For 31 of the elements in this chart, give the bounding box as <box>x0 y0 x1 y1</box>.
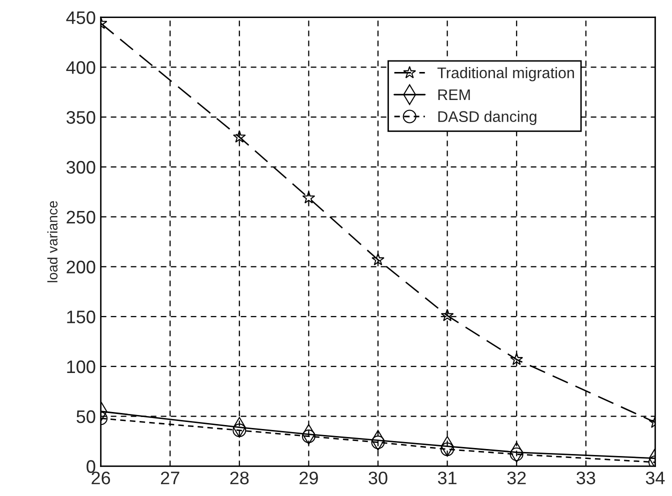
point <box>232 424 246 438</box>
point <box>372 252 384 266</box>
x-tick-label: 34 <box>646 472 665 484</box>
x-tick-label: 30 <box>368 472 388 484</box>
y-tick-label: 350 <box>66 111 96 124</box>
x-tick-label: 26 <box>92 472 110 484</box>
x-tick-label: 29 <box>300 472 318 484</box>
legend-label: Traditional migration <box>437 67 574 82</box>
point <box>302 430 316 444</box>
y-tick-label: 100 <box>67 360 96 374</box>
x-tick-label: 28 <box>230 472 249 484</box>
y-axis-title: load variance <box>47 201 58 282</box>
point <box>371 436 385 450</box>
x-tick-label: 31 <box>438 472 456 484</box>
legend-label: REM <box>438 89 470 100</box>
y-tick-label: 0 <box>86 460 96 473</box>
point <box>302 191 316 204</box>
y-tick-label: 250 <box>66 210 96 224</box>
y-tick-label: 150 <box>67 310 96 324</box>
y-tick-label: 50 <box>76 410 96 424</box>
legend-label: DASD dancing <box>438 110 536 126</box>
y-tick-label: 400 <box>66 61 96 74</box>
y-tick-label: 200 <box>66 260 96 274</box>
point <box>440 308 454 322</box>
y-tick-label: 450 <box>66 11 96 24</box>
x-tick-label: 33 <box>576 472 596 484</box>
x-tick-label: 27 <box>160 472 180 484</box>
x-tick-label: 32 <box>507 472 526 484</box>
point <box>510 448 524 462</box>
point <box>440 442 454 456</box>
y-tick-label: 300 <box>66 160 96 174</box>
